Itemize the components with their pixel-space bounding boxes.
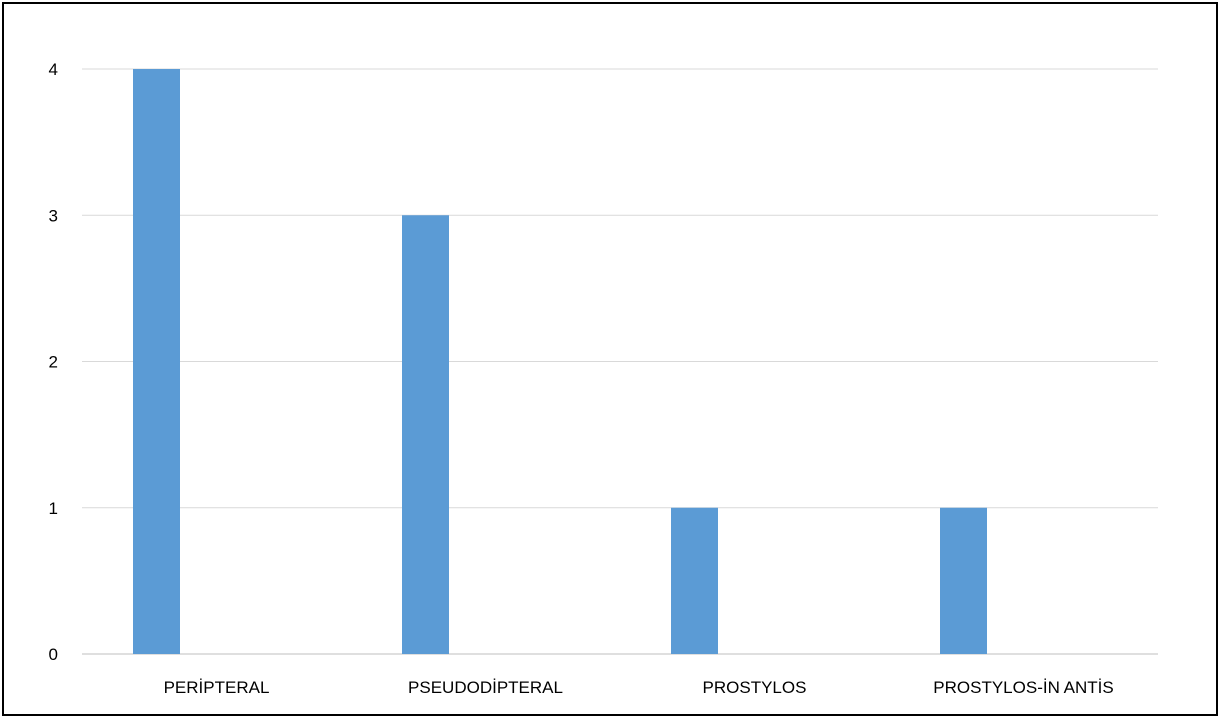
y-axis-ticks: 0 1 2 3 4 [49, 60, 58, 664]
x-category-label: PERİPTERAL [164, 678, 270, 697]
bars [133, 69, 987, 654]
y-tick-label: 4 [49, 60, 58, 79]
y-tick-label: 1 [49, 499, 58, 518]
bar [402, 215, 449, 654]
gridlines [82, 68, 1158, 655]
x-category-label: PROSTYLOS-İN ANTİS [933, 678, 1113, 697]
y-tick-label: 2 [49, 353, 58, 372]
x-axis-categories: PERİPTERAL PSEUDODİPTERAL PROSTYLOS PROSTYL… [164, 678, 1114, 697]
x-category-label: PROSTYLOS [703, 678, 807, 697]
bar [133, 69, 180, 654]
y-tick-label: 3 [49, 206, 58, 225]
y-tick-label: 0 [49, 645, 58, 664]
x-category-label: PSEUDODİPTERAL [408, 678, 563, 697]
bar [671, 507, 718, 654]
bar [940, 507, 987, 654]
